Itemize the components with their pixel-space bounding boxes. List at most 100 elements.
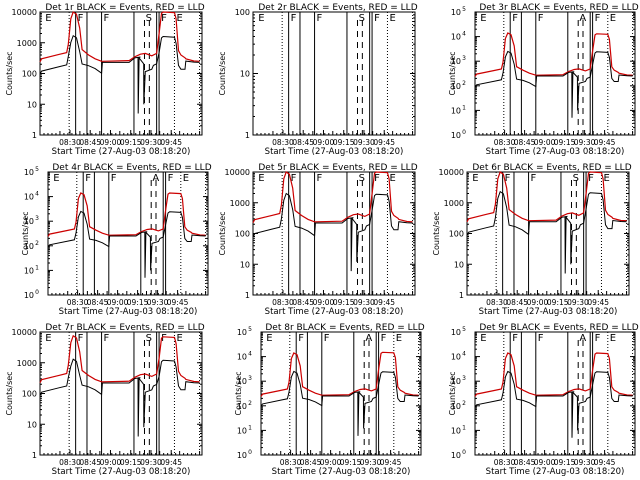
attenuator-label: F: [317, 13, 323, 24]
y-tick-label: 10: [237, 402, 247, 411]
x-tick-label: 09:45: [594, 458, 616, 467]
attenuator-label: A: [152, 173, 159, 184]
x-tick-label: 09:15: [333, 298, 355, 307]
events-curve: [39, 358, 200, 437]
y-tick-exponent: 5: [462, 6, 466, 13]
y-tick-label: 100: [235, 8, 250, 17]
y-tick-exponent: 0: [35, 289, 39, 296]
events-curve: [474, 50, 633, 118]
y-tick-exponent: 1: [248, 424, 252, 431]
y-tick-exponent: 5: [35, 166, 39, 173]
y-tick-label: 10: [24, 217, 34, 226]
attenuator-label: A: [579, 333, 586, 344]
plot-frame: [252, 11, 416, 136]
attenuator-label: F: [512, 13, 518, 24]
y-tick-label: 10: [27, 100, 37, 109]
attenuator-label: E: [610, 13, 616, 24]
attenuator-label: E: [183, 173, 189, 184]
attenuator-label: S: [146, 333, 152, 344]
x-tick-label: 09:30: [353, 298, 375, 307]
panel-title: Det 7r BLACK = Events, RED = LLD: [45, 323, 204, 333]
panel-det-2: Det 2r BLACK = Events, RED = LLD 1 10 100 Co…: [218, 3, 418, 157]
y-tick-label: 10: [24, 193, 34, 202]
y-axis-label: Counts/sec: [234, 371, 243, 415]
attenuator-label: E: [480, 333, 486, 344]
x-tick-label: 09:30: [574, 458, 596, 467]
y-tick-label: 100: [22, 390, 37, 399]
y-tick-exponent: 2: [462, 400, 466, 407]
attenuator-label: F: [381, 333, 387, 344]
attenuator-label: E: [176, 13, 182, 24]
panel-det-1: Det 1r BLACK = Events, RED = LLD 1 10 100 10…: [5, 3, 205, 157]
y-tick-label: 1000: [17, 39, 37, 48]
y-tick-exponent: 0: [248, 449, 252, 456]
x-tick-label: 09:45: [380, 458, 402, 467]
events-curve: [466, 190, 627, 274]
y-tick-label: 10: [237, 377, 247, 386]
x-tick-label: 09:45: [167, 298, 189, 307]
lld-curve: [47, 192, 206, 237]
attenuator-label: F: [512, 333, 518, 344]
lld-curve: [474, 32, 633, 77]
attenuator-label: F: [104, 333, 110, 344]
x-tick-label: 09:30: [140, 458, 162, 467]
panel-det-7: Det 7r BLACK = Events, RED = LLD 1 10 100 10…: [5, 323, 205, 477]
attenuator-label: E: [258, 13, 264, 24]
x-axis-label: Start Time (27-Aug-03 08:18:20): [479, 307, 618, 317]
attenuator-label: A: [365, 333, 372, 344]
y-tick-label: 10: [24, 266, 34, 275]
attenuator-label: E: [53, 173, 59, 184]
panel-title: Det 6r BLACK = Events, RED = LLD: [472, 163, 631, 173]
attenuator-label: F: [588, 173, 594, 184]
x-tick-label: 09:45: [373, 298, 395, 307]
y-tick-exponent: 3: [462, 55, 466, 62]
y-tick-label: 10: [24, 291, 34, 300]
attenuator-label: E: [603, 173, 609, 184]
panel-title: Det 9r BLACK = Events, RED = LLD: [479, 323, 638, 333]
events-curve: [47, 210, 206, 278]
x-tick-label: 08:45: [79, 458, 101, 467]
plot-frame: [47, 171, 209, 296]
y-tick-label: 10: [451, 8, 461, 17]
attenuator-label: F: [595, 333, 601, 344]
x-tick-label: 09:00: [320, 458, 342, 467]
x-tick-label: 09:15: [120, 458, 142, 467]
x-tick-label: 08:30: [59, 458, 81, 467]
y-axis-label: Counts/sec: [218, 51, 227, 95]
x-tick-label: 08:45: [87, 298, 109, 307]
x-tick-label: 09:00: [527, 298, 549, 307]
attenuator-label: E: [389, 173, 395, 184]
y-axis-label: Counts/sec: [448, 51, 457, 95]
x-tick-label: 08:30: [272, 298, 294, 307]
plot-frame: [474, 11, 636, 136]
y-axis-label: Counts/sec: [218, 211, 227, 255]
x-tick-label: 09:30: [360, 458, 382, 467]
x-tick-label: 08:30: [272, 138, 294, 147]
panel-det-6: Det 6r BLACK = Events, RED = LLD 1 10 100 10…: [432, 163, 632, 317]
y-tick-label: 10000: [12, 8, 37, 17]
x-tick-label: 09:45: [594, 138, 616, 147]
y-tick-label: 1000: [230, 199, 250, 208]
attenuator-label: E: [266, 333, 272, 344]
plot-frame: [260, 331, 422, 456]
x-tick-label: 08:30: [494, 458, 516, 467]
x-tick-label: 09:15: [547, 298, 569, 307]
y-tick-exponent: 5: [462, 326, 466, 333]
x-tick-label: 09:45: [373, 138, 395, 147]
y-tick-label: 1: [459, 291, 464, 300]
plot-frame: [466, 171, 630, 296]
x-tick-label: 09:15: [120, 138, 142, 147]
y-tick-exponent: 2: [35, 240, 39, 247]
y-tick-label: 10: [240, 260, 250, 269]
x-tick-label: 09:00: [534, 458, 556, 467]
x-tick-label: 09:00: [313, 138, 335, 147]
x-tick-label: 09:15: [554, 458, 576, 467]
panel-title: Det 4r BLACK = Events, RED = LLD: [52, 163, 211, 173]
attenuator-label: S: [146, 13, 152, 24]
x-tick-label: 08:30: [67, 298, 89, 307]
y-tick-label: 10: [237, 353, 247, 362]
y-tick-label: 100: [449, 230, 464, 239]
x-tick-label: 09:15: [127, 298, 149, 307]
